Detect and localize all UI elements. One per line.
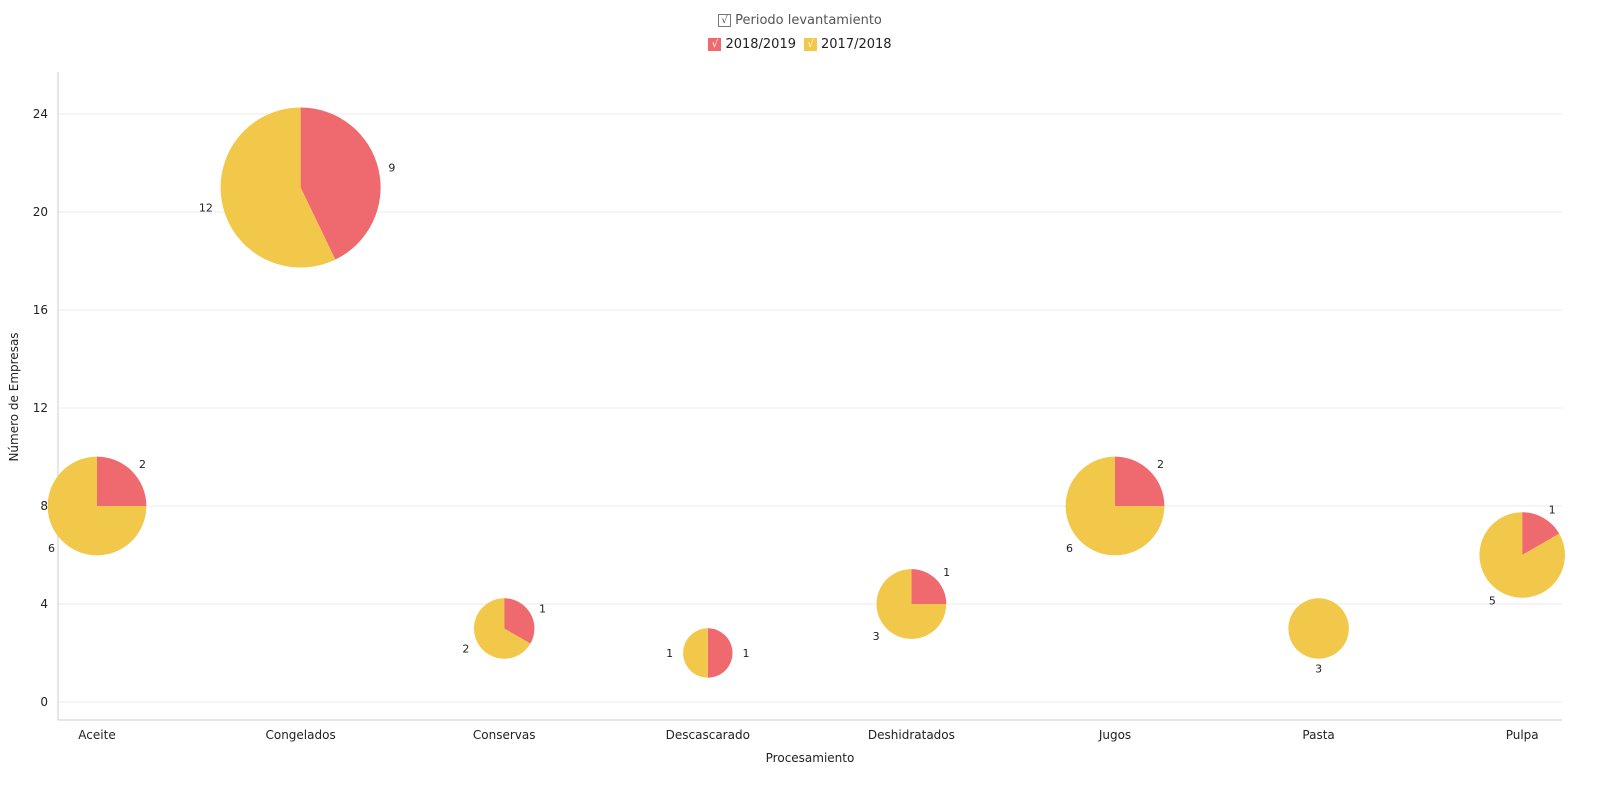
y-tick-label: 20 <box>33 205 48 219</box>
pie-slice-2017-2018[interactable] <box>473 598 531 659</box>
x-tick-label: Aceite <box>78 728 115 742</box>
data-label: 12 <box>199 202 213 215</box>
pie-slice-2017-2018[interactable] <box>1065 456 1165 556</box>
pie-bubble[interactable]: 26 <box>47 456 147 556</box>
y-tick-label: 0 <box>40 695 48 709</box>
pie-bubble[interactable]: 13 <box>873 566 951 643</box>
data-label: 2 <box>1157 458 1164 471</box>
data-label: 1 <box>742 647 749 660</box>
legend-items-row: √ 2018/2019 √ 2017/2018 <box>0 32 1600 56</box>
legend-title: Periodo levantamiento <box>735 12 882 28</box>
pie-slice-2018-2019[interactable] <box>97 456 147 506</box>
data-label: 6 <box>1066 542 1073 555</box>
pie-slice-2017-2018[interactable] <box>683 628 708 678</box>
data-label: 2 <box>139 458 146 471</box>
checkbox-icon: √ <box>718 13 732 27</box>
x-tick-label: Conservas <box>473 728 536 742</box>
y-tick-label: 16 <box>33 303 48 317</box>
pie-bubble[interactable]: 12 <box>462 598 546 659</box>
legend-item-2017-2018[interactable]: √ 2017/2018 <box>804 37 892 52</box>
legend-swatch-checked-icon: √ <box>708 37 722 51</box>
pie-slice-2017-2018[interactable] <box>220 107 336 268</box>
pie-slice-2017-2018[interactable] <box>1288 598 1349 659</box>
pie-slice-2018-2019[interactable] <box>1115 456 1165 506</box>
y-tick-label: 12 <box>33 401 48 415</box>
data-label: 6 <box>48 542 55 555</box>
y-axis-title: Número de Empresas <box>7 332 21 461</box>
y-tick-label: 8 <box>40 499 48 513</box>
data-label: 1 <box>1549 503 1556 516</box>
pie-bubble[interactable]: 26 <box>1065 456 1165 556</box>
x-tick-label: Descascarado <box>666 728 750 742</box>
pie-bubble[interactable]: 3 <box>1288 598 1349 676</box>
x-tick-label: Pasta <box>1302 728 1334 742</box>
legend-item-2018-2019[interactable]: √ 2018/2019 <box>708 37 796 52</box>
x-tick-label: Jugos <box>1098 728 1131 742</box>
data-label: 3 <box>1315 663 1322 676</box>
data-label: 1 <box>943 566 950 579</box>
y-tick-label: 24 <box>33 107 48 121</box>
legend-label: 2018/2019 <box>725 36 796 52</box>
pie-bubble[interactable]: 11 <box>666 628 749 678</box>
data-label: 3 <box>873 630 880 643</box>
data-label: 1 <box>666 647 673 660</box>
legend-title-row: √ Periodo levantamiento <box>0 8 1600 32</box>
data-label: 1 <box>539 602 546 615</box>
x-tick-label: Congelados <box>265 728 335 742</box>
x-axis: Aceite Congelados Conservas Descascarado Des… <box>58 719 1562 742</box>
pie-slice-2018-2019[interactable] <box>707 628 733 678</box>
pie-slice-2018-2019[interactable] <box>300 107 381 260</box>
pie-bubble[interactable]: 9 12 <box>199 107 395 268</box>
legend-swatch-checked-icon: √ <box>804 37 817 51</box>
data-label: 5 <box>1489 595 1496 608</box>
legend-title-toggle[interactable]: √ Periodo levantamiento <box>718 13 882 28</box>
pie-slice-2018-2019[interactable] <box>504 598 535 644</box>
pie-bubble[interactable]: 15 <box>1479 503 1565 608</box>
data-label: 2 <box>462 643 469 656</box>
x-axis-title: Procesamiento <box>766 751 855 765</box>
legend-label: 2017/2018 <box>821 36 892 52</box>
legend: √ Periodo levantamiento √ 2018/2019 √ 20… <box>0 8 1600 56</box>
pie-slice-2017-2018[interactable] <box>876 569 947 639</box>
x-tick-label: Deshidratados <box>868 728 955 742</box>
y-tick-label: 4 <box>40 597 48 611</box>
data-label: 9 <box>388 161 395 174</box>
x-tick-label: Pulpa <box>1506 728 1539 742</box>
pie-slice-2018-2019[interactable] <box>911 569 947 604</box>
pie-slice-2017-2018[interactable] <box>47 456 147 556</box>
y-axis: 0 4 8 12 16 20 24 <box>33 72 59 720</box>
pie-slice-2017-2018[interactable] <box>1479 512 1565 598</box>
pie-slice-2018-2019[interactable] <box>1522 512 1560 555</box>
